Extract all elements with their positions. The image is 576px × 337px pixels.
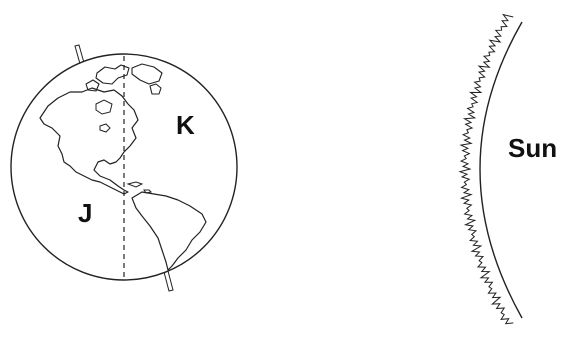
earth-axis-south — [163, 270, 174, 292]
south-america — [131, 191, 207, 271]
arctic-islands — [85, 63, 163, 95]
sun-corona — [458, 13, 514, 325]
sun: Sun — [458, 13, 557, 325]
sun-edge — [479, 21, 523, 319]
label-j: J — [78, 198, 92, 228]
sun-label: Sun — [508, 133, 557, 163]
label-k: K — [176, 110, 195, 140]
north-america — [39, 87, 139, 195]
great-lakes — [95, 99, 113, 133]
earth: K J — [10, 44, 238, 292]
